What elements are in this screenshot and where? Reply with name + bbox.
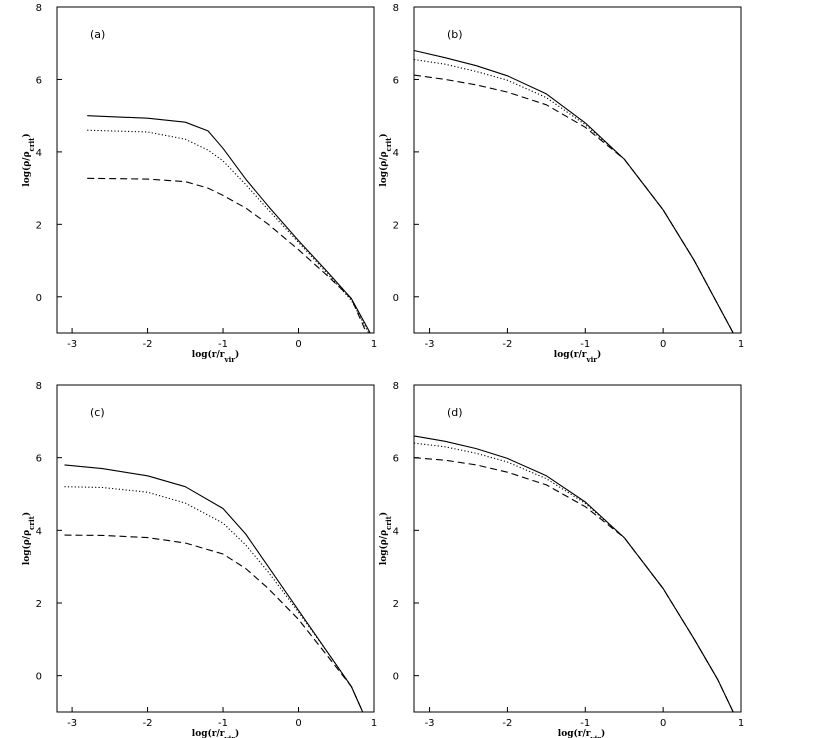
- series-dotted-line: [413, 442, 734, 713]
- x-axis-label: log(r/rvir): [192, 728, 239, 738]
- x-tick-label: 1: [371, 339, 377, 350]
- plot-frame: [56, 6, 375, 334]
- panel-0: -3 -2 -1 0 1 0 2 4 6 8 (a) log(r/rvir) log(ρ/ρcrit): [21, 3, 377, 364]
- x-tick-label: -1: [580, 339, 590, 350]
- y-tick-label: 4: [393, 526, 399, 537]
- panel-label: (c): [90, 406, 105, 419]
- panel-label: (d): [447, 406, 463, 419]
- series-dashed-line: [413, 457, 734, 713]
- plot-frame: [56, 384, 375, 713]
- x-axis-label: log(r/rvir): [554, 349, 601, 364]
- plot-frame: [413, 384, 742, 713]
- series-dashed-line: [87, 177, 368, 334]
- y-tick-label: 6: [36, 454, 42, 465]
- y-axis-label: log(ρ/ρcrit): [21, 512, 36, 565]
- x-tick-label: -2: [502, 718, 512, 729]
- series-solid-line: [413, 435, 734, 713]
- series-dashed-line: [413, 74, 734, 334]
- y-tick-label: 0: [393, 672, 399, 683]
- x-tick-label: -1: [580, 718, 590, 729]
- panel-label: (b): [447, 28, 463, 41]
- y-axis-label: log(ρ/ρcrit): [21, 133, 36, 186]
- y-tick-label: 4: [36, 526, 42, 537]
- y-tick-label: 4: [36, 148, 42, 159]
- y-tick-label: 8: [36, 381, 42, 392]
- y-tick-label: 0: [393, 293, 399, 304]
- x-tick-label: 1: [738, 339, 744, 350]
- y-tick-label: 0: [36, 672, 42, 683]
- x-tick-label: -3: [67, 718, 77, 729]
- x-tick-label: -1: [218, 718, 228, 729]
- series-dotted-line: [64, 486, 364, 713]
- y-axis-label: log(ρ/ρcrit): [378, 133, 393, 186]
- y-tick-label: 2: [393, 599, 399, 610]
- x-axis-label: log(r/rvir): [192, 349, 239, 364]
- x-tick-label: -3: [425, 718, 435, 729]
- x-tick-label: 0: [295, 718, 301, 729]
- x-tick-label: -2: [502, 339, 512, 350]
- panel-label: (a): [90, 28, 105, 41]
- series-solid-line: [64, 464, 364, 713]
- y-axis-label: log(ρ/ρcrit): [378, 512, 393, 565]
- y-tick-label: 2: [393, 220, 399, 231]
- x-axis-label: log(r/rvir): [558, 728, 605, 738]
- series-solid-line: [413, 49, 734, 334]
- y-tick-label: 2: [36, 220, 42, 231]
- x-tick-label: -2: [143, 718, 153, 729]
- panel-1: -3 -2 -1 0 1 0 2 4 6 8 (b) log(r/rvir) log(ρ/ρcrit): [378, 3, 744, 364]
- x-tick-label: 0: [660, 339, 666, 350]
- series-dashed-line: [64, 534, 364, 713]
- y-tick-label: 6: [393, 75, 399, 86]
- y-tick-label: 2: [36, 599, 42, 610]
- series-solid-line: [87, 115, 371, 334]
- y-tick-label: 8: [36, 3, 42, 14]
- x-tick-label: 1: [371, 718, 377, 729]
- x-tick-label: 0: [295, 339, 301, 350]
- panel-3: -3 -2 -1 0 1 0 2 4 6 8 (d) log(r/rvir) log(ρ/ρcrit): [378, 381, 744, 738]
- x-tick-label: 1: [738, 718, 744, 729]
- x-tick-label: -1: [218, 339, 228, 350]
- panel-2: -3 -2 -1 0 1 0 2 4 6 8 (c) log(r/rvir) log(ρ/ρcrit): [21, 381, 377, 738]
- x-tick-label: 0: [660, 718, 666, 729]
- series-dotted-line: [87, 129, 370, 334]
- y-tick-label: 6: [36, 75, 42, 86]
- y-tick-label: 8: [393, 3, 399, 14]
- y-tick-label: 8: [393, 381, 399, 392]
- x-tick-label: -2: [143, 339, 153, 350]
- y-tick-label: 4: [393, 148, 399, 159]
- x-tick-label: -3: [67, 339, 77, 350]
- plot-frame: [413, 6, 742, 334]
- x-tick-label: -3: [425, 339, 435, 350]
- y-tick-label: 0: [36, 293, 42, 304]
- series-dotted-line: [413, 58, 734, 334]
- y-tick-label: 6: [393, 454, 399, 465]
